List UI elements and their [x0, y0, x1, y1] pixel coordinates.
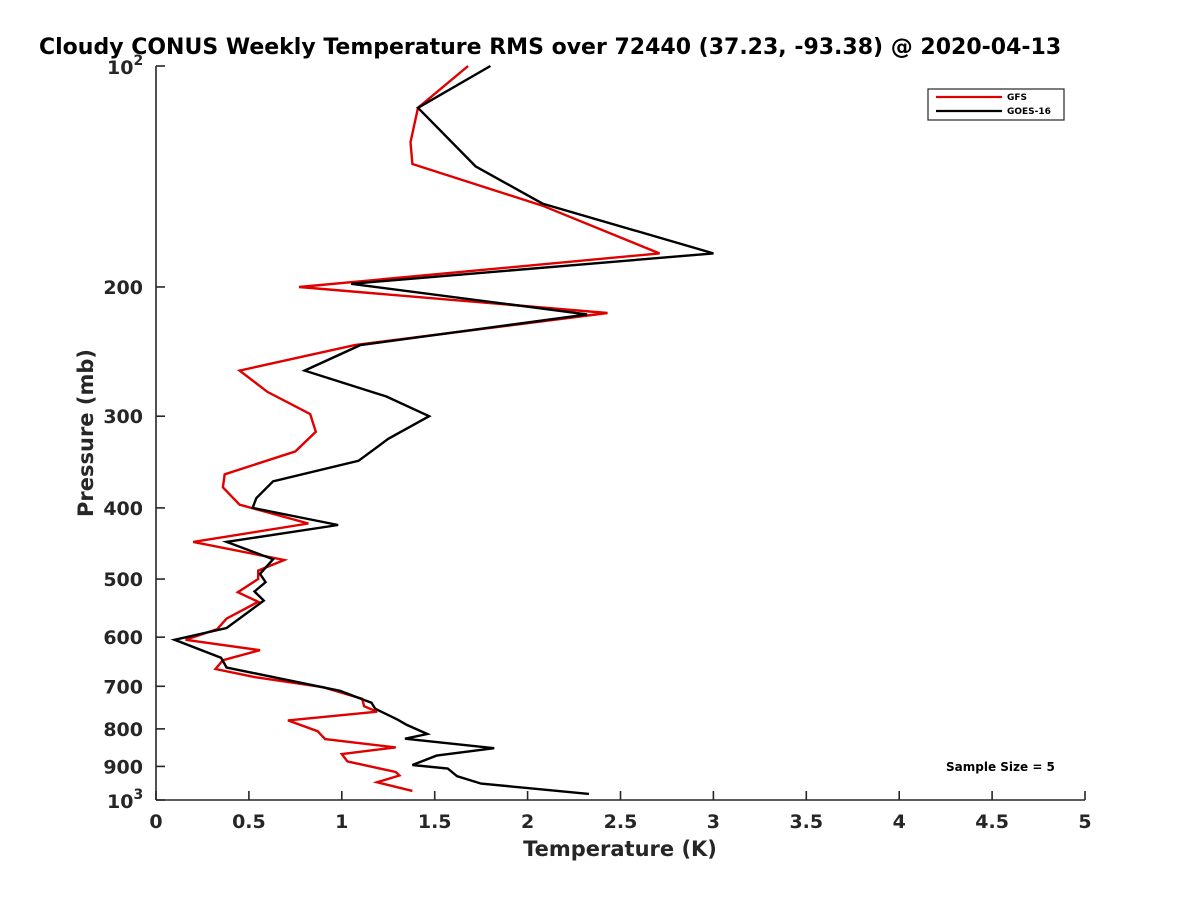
sample-size-annotation: Sample Size = 5: [946, 760, 1055, 774]
axes: [155, 66, 1085, 801]
x-tick-label: 5: [1078, 811, 1091, 833]
x-tick-label: 1.5: [418, 811, 452, 833]
x-tick-label: 2.5: [604, 811, 638, 833]
y-tick-label: 200: [103, 277, 143, 299]
x-tick-label: 1: [335, 811, 348, 833]
series-line-gfs: [185, 65, 660, 793]
y-tick-label: 400: [103, 498, 143, 520]
y-tick-label: 102: [107, 53, 143, 79]
legend-label-gfs: GFS: [1007, 93, 1027, 103]
x-axis-label: Temperature (K): [523, 837, 717, 861]
y-tick-label: 300: [103, 406, 143, 428]
legend-label-goes16: GOES-16: [1007, 107, 1051, 117]
x-tick-label: 3: [707, 811, 720, 833]
plot-area: [170, 64, 714, 796]
y-tick-label: 600: [103, 627, 143, 649]
chart-title: Cloudy CONUS Weekly Temperature RMS over…: [39, 35, 1061, 60]
legend: GFS GOES-16: [927, 88, 1065, 121]
y-tick-label: 500: [103, 569, 143, 591]
y-axis-label: Pressure (mb): [74, 349, 98, 517]
x-tick-label: 4: [893, 811, 906, 833]
y-axis-ticks: 102 200 300 400 500 600 700 800 900 103: [103, 53, 165, 813]
x-tick-label: 3.5: [789, 811, 823, 833]
y-tick-label: 700: [103, 676, 143, 698]
y-tick-label: 103: [107, 787, 143, 813]
x-axis-ticks: 0 0.5 1 1.5 2 2.5 3 3.5 4 4.5 5: [149, 791, 1092, 833]
legend-box: [927, 88, 1065, 121]
series-line-goes16: [170, 64, 714, 796]
x-tick-label: 0.5: [232, 811, 266, 833]
x-tick-label: 0: [149, 811, 162, 833]
y-tick-label: 800: [103, 719, 143, 741]
y-tick-label: 900: [103, 756, 143, 778]
x-tick-label: 2: [521, 811, 534, 833]
x-tick-label: 4.5: [975, 811, 1009, 833]
